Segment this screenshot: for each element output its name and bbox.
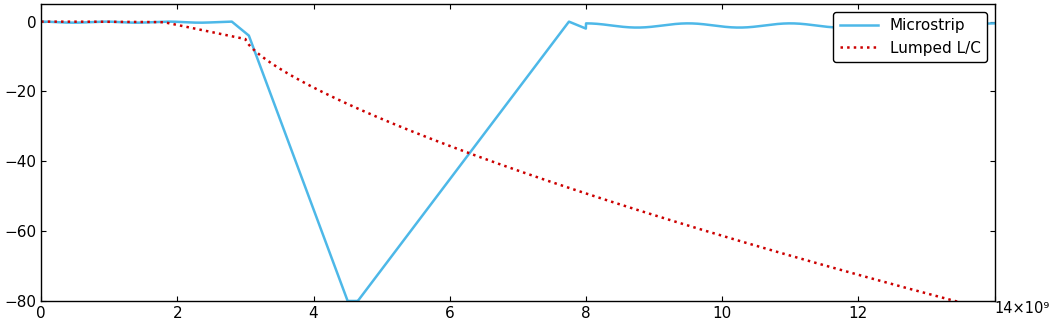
Microstrip <box>746 25 759 29</box>
Microstrip <box>656 24 668 28</box>
Microstrip <box>819 25 832 29</box>
Microstrip <box>607 24 620 28</box>
Legend: Microstrip, Lumped L/C: Microstrip, Lumped L/C <box>834 12 987 62</box>
Line: Lumped L/C: Lumped L/C <box>41 22 995 311</box>
Microstrip <box>989 21 1001 25</box>
Microstrip <box>341 299 354 303</box>
Text: 14×10⁹: 14×10⁹ <box>995 301 1050 316</box>
Lumped L/C <box>655 215 667 219</box>
Lumped L/C <box>746 243 759 247</box>
Microstrip <box>399 236 412 240</box>
Lumped L/C <box>989 309 1001 313</box>
Microstrip <box>208 20 220 24</box>
Microstrip <box>35 20 47 24</box>
Lumped L/C <box>607 200 620 204</box>
Lumped L/C <box>208 31 220 34</box>
Lumped L/C <box>35 20 47 24</box>
Line: Microstrip: Microstrip <box>41 22 995 301</box>
Lumped L/C <box>819 264 832 267</box>
Lumped L/C <box>399 127 412 131</box>
